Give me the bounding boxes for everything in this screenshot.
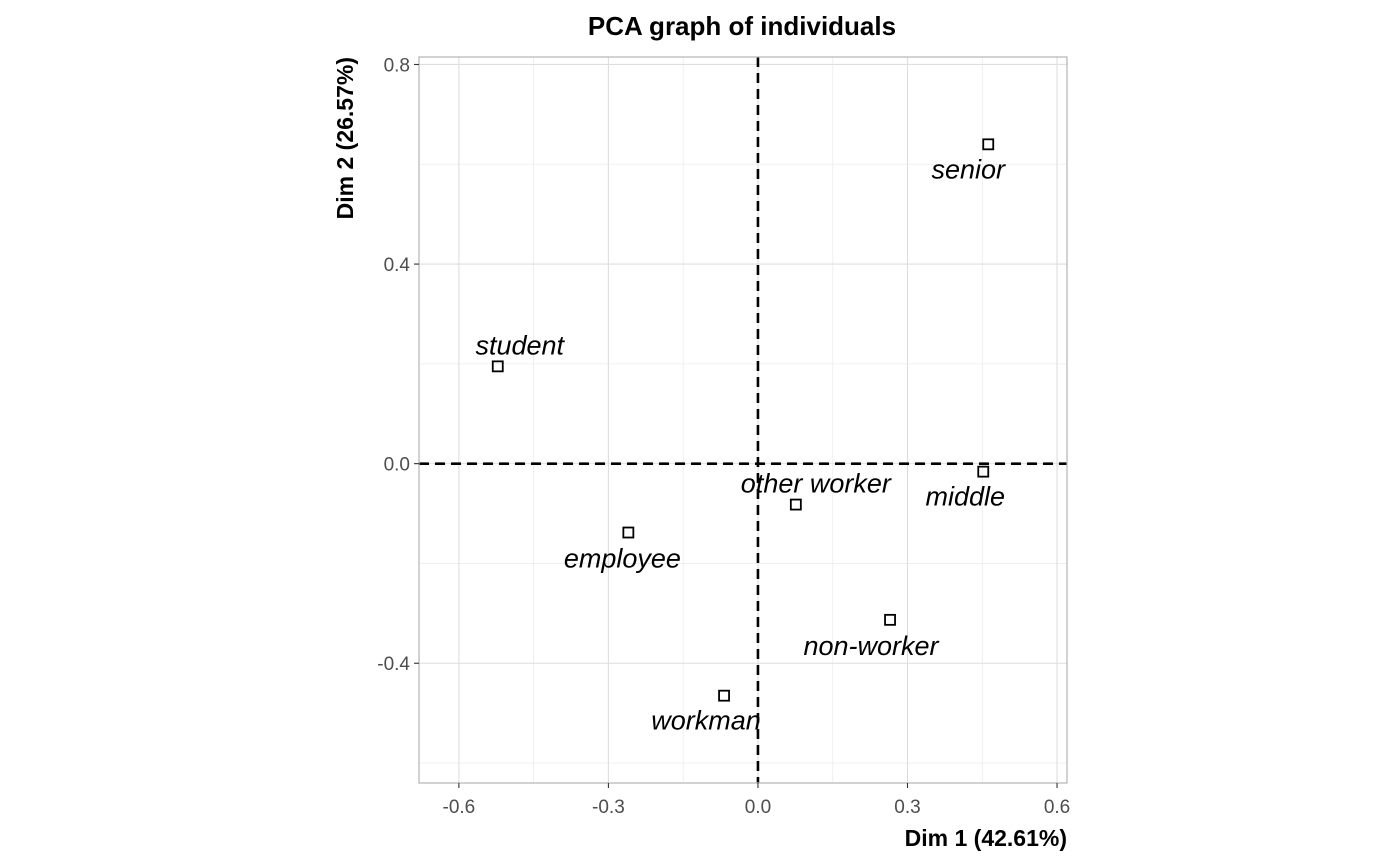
y-tick-label: 0.8 [384,55,410,76]
data-point-other-worker: other worker [741,469,892,511]
x-tick-label: -0.6 [443,797,476,818]
reference-lines [419,57,1067,783]
point-label: non-worker [804,631,940,661]
point-marker [622,526,635,539]
point-marker [884,613,896,626]
point-marker [718,689,730,702]
y-axis-title: Dim 2 (26.57%) [332,57,358,219]
data-point-senior: senior [931,138,1006,184]
point-label: senior [931,154,1006,184]
point-marker [491,360,504,373]
data-point-middle: middle [925,465,1005,512]
point-label: student [475,330,565,360]
panel-border [418,56,1068,784]
data-point-employee: employee [564,526,681,574]
point-label: employee [564,544,681,574]
x-axis-title: Dim 1 (42.61%) [905,825,1067,851]
x-tick-label: 0.3 [894,797,920,818]
data-point-workman: workman [651,689,761,736]
point-label: other worker [741,469,892,499]
point-label: workman [651,706,761,736]
y-tick-label: 0.0 [384,455,410,476]
chart-title: PCA graph of individuals [588,11,896,41]
data-points: senior student other worker middle employee n… [475,138,1006,736]
point-marker [789,498,802,511]
point-marker [982,138,995,151]
y-tick-label: 0.4 [384,255,411,276]
x-tick-label: 0.6 [1044,797,1070,818]
x-tick-label: 0.0 [745,797,771,818]
y-tick-label: -0.4 [377,654,410,675]
x-tick-label: -0.3 [592,797,625,818]
axes: -0.6 -0.3 0.0 0.3 0.6 -0.4 0.0 0.4 0.8 [377,55,1070,818]
data-point-non-worker: non-worker [804,613,940,661]
data-point-student: student [475,330,566,373]
point-marker [977,465,990,478]
point-label: middle [925,482,1005,512]
